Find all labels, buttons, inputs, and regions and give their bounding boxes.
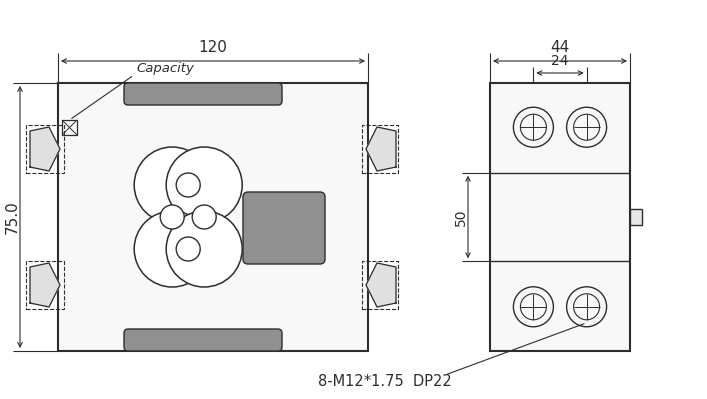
FancyBboxPatch shape <box>124 329 282 351</box>
Text: 24: 24 <box>551 54 568 68</box>
Text: 44: 44 <box>550 40 570 55</box>
Text: 120: 120 <box>199 40 228 55</box>
Bar <box>26 261 64 309</box>
FancyBboxPatch shape <box>124 83 282 105</box>
Bar <box>490 83 630 351</box>
Polygon shape <box>366 127 396 171</box>
Text: 75.0: 75.0 <box>4 200 20 234</box>
Bar <box>362 125 398 173</box>
Circle shape <box>176 173 200 197</box>
FancyBboxPatch shape <box>243 192 325 264</box>
Bar <box>62 120 77 135</box>
Bar <box>630 209 642 225</box>
Text: Capacity: Capacity <box>136 62 194 75</box>
Circle shape <box>160 205 185 229</box>
Circle shape <box>166 211 243 287</box>
Bar <box>362 261 398 309</box>
Circle shape <box>134 211 210 287</box>
Polygon shape <box>30 127 60 171</box>
Circle shape <box>134 147 210 223</box>
Text: 8-M12*1.75  DP22: 8-M12*1.75 DP22 <box>318 373 452 389</box>
Circle shape <box>192 205 216 229</box>
Text: 50: 50 <box>454 208 468 226</box>
Polygon shape <box>30 263 60 307</box>
Circle shape <box>166 147 243 223</box>
Circle shape <box>176 237 200 261</box>
Bar <box>58 83 368 351</box>
Bar <box>26 125 64 173</box>
Polygon shape <box>366 263 396 307</box>
